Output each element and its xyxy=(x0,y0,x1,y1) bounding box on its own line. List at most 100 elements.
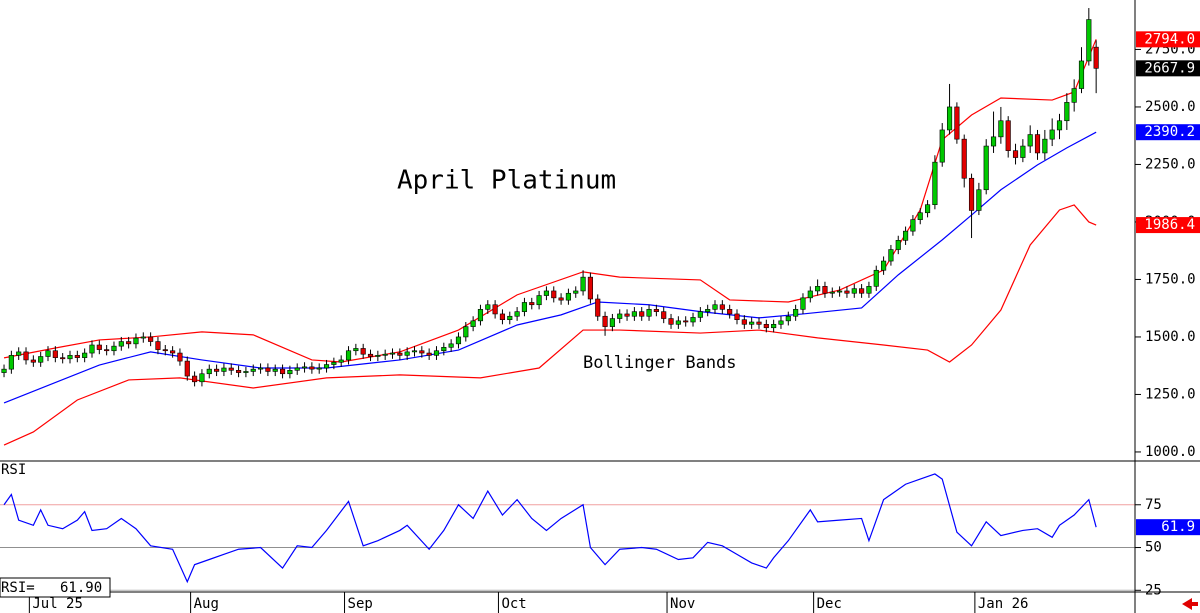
candle-body xyxy=(331,361,337,365)
candle-body xyxy=(565,292,571,301)
bollinger-band xyxy=(3,204,1097,446)
x-tick-label: Nov xyxy=(670,596,695,612)
candle-body xyxy=(543,290,549,296)
candle-body xyxy=(397,352,403,356)
value-marker-label: 2390.2 xyxy=(1144,124,1195,140)
candle-body xyxy=(859,288,865,294)
x-tick-label: Oct xyxy=(501,596,526,612)
value-marker xyxy=(1136,31,1200,48)
candle-body xyxy=(837,290,843,293)
candle-body xyxy=(675,320,681,325)
candle-body xyxy=(133,337,139,345)
x-tick-label: Sep xyxy=(348,596,373,612)
rsi-title: RSI xyxy=(1,462,26,478)
candle-body xyxy=(624,313,630,317)
candle-body xyxy=(924,204,931,214)
value-marker-label: 61.9 xyxy=(1161,519,1195,535)
candle-body xyxy=(492,304,498,315)
scroll-arrow[interactable] xyxy=(1182,598,1198,610)
candle-body xyxy=(353,348,359,352)
value-marker-label: 2794.0 xyxy=(1144,31,1195,47)
candle-body xyxy=(558,297,564,301)
candle-body xyxy=(221,367,227,372)
candle-body xyxy=(1071,88,1077,103)
value-marker xyxy=(1136,519,1200,536)
candle-body xyxy=(888,249,894,262)
candle-body xyxy=(1027,134,1033,147)
value-marker xyxy=(1136,124,1200,141)
candle-body xyxy=(968,177,975,211)
candle-body xyxy=(199,373,205,383)
candle-body xyxy=(89,344,95,354)
candle-body xyxy=(1,368,7,373)
candle-body xyxy=(309,366,315,370)
candle-body xyxy=(67,355,73,360)
candle-body xyxy=(1034,134,1041,154)
candle-body xyxy=(946,106,953,131)
candle-body xyxy=(895,240,901,250)
candle-body xyxy=(602,315,608,327)
x-tick-label: Dec xyxy=(817,596,842,612)
candle-body xyxy=(639,311,645,317)
candle-body xyxy=(243,371,249,373)
candle-body xyxy=(741,319,747,325)
candle-body xyxy=(1049,129,1055,140)
candle-body xyxy=(990,136,997,147)
candle-body xyxy=(734,313,740,321)
candle-body xyxy=(441,346,447,352)
candle-body xyxy=(778,320,784,325)
candle-body xyxy=(463,326,469,338)
candle-body xyxy=(477,309,484,322)
candle-body xyxy=(844,290,850,294)
candle-body xyxy=(1005,120,1011,151)
candle-body xyxy=(96,344,102,350)
candle-body xyxy=(646,309,652,317)
candle-body xyxy=(910,219,916,232)
candle-body xyxy=(448,343,454,348)
candle-body xyxy=(1078,60,1085,89)
candle-body xyxy=(763,323,769,329)
candle-body xyxy=(697,311,703,318)
candle-body xyxy=(873,269,879,287)
candle-body xyxy=(807,290,813,299)
candle-body xyxy=(668,318,674,325)
candle-body xyxy=(367,353,374,357)
candle-body xyxy=(192,375,198,383)
candle-body xyxy=(1042,138,1048,154)
y-tick-label: 50 xyxy=(1145,540,1162,556)
candle-body xyxy=(917,212,923,220)
candle-body xyxy=(815,286,821,292)
y-tick-label: 2250.0 xyxy=(1145,156,1196,172)
candle-body xyxy=(118,341,124,347)
price-panel xyxy=(1,8,1099,446)
candle-body xyxy=(1086,19,1092,62)
candle-body xyxy=(419,350,425,354)
candle-body xyxy=(184,360,190,377)
candle-body xyxy=(573,290,579,294)
candle-body xyxy=(265,367,271,372)
candle-body xyxy=(323,364,330,369)
candle-body xyxy=(727,309,733,315)
candle-body xyxy=(45,350,51,357)
candle-body xyxy=(785,315,791,322)
candle-body xyxy=(301,366,308,369)
candle-body xyxy=(148,336,154,342)
y-tick-label: 1500.0 xyxy=(1145,329,1196,345)
candle-body xyxy=(521,302,528,312)
y-tick-label: 1750.0 xyxy=(1145,271,1196,287)
candle-body xyxy=(338,359,344,363)
candle-body xyxy=(250,368,256,372)
candle-body xyxy=(903,230,909,241)
candle-body xyxy=(514,311,520,317)
y-tick-label: 2500.0 xyxy=(1145,99,1196,115)
candle-body xyxy=(499,313,506,321)
value-marker-label: 2667.9 xyxy=(1144,60,1195,76)
y-tick-label: 1000.0 xyxy=(1145,444,1196,460)
candle-body xyxy=(272,368,278,372)
candle-body xyxy=(617,313,623,319)
candle-body xyxy=(162,349,168,352)
candle-body xyxy=(1056,120,1063,131)
candle-body xyxy=(257,367,264,370)
readout-box xyxy=(0,577,111,598)
candle-body xyxy=(800,297,806,310)
